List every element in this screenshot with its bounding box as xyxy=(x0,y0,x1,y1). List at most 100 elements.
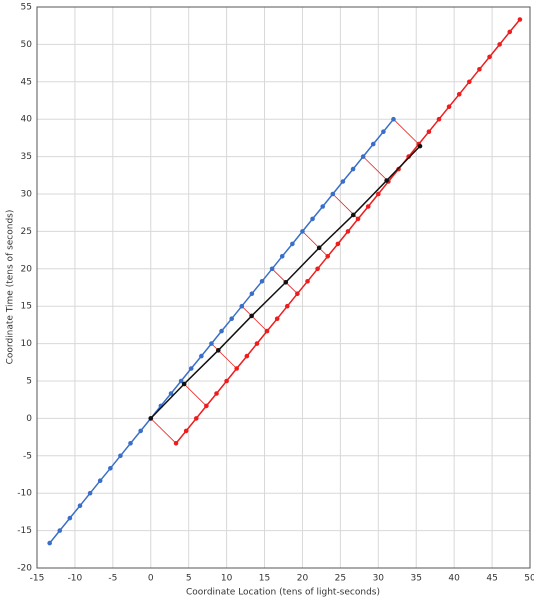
point xyxy=(365,204,371,209)
point xyxy=(467,79,472,85)
y-tick-label: -10 xyxy=(17,489,32,499)
point xyxy=(214,391,219,396)
point xyxy=(239,303,245,309)
x-tick-label: 30 xyxy=(373,574,385,584)
point xyxy=(199,353,204,359)
point xyxy=(406,154,411,159)
point xyxy=(57,528,63,533)
point xyxy=(310,216,315,222)
y-tick-label: 15 xyxy=(21,302,32,312)
point xyxy=(224,378,229,384)
point xyxy=(295,291,300,297)
plot-frame xyxy=(36,6,531,569)
point xyxy=(77,503,83,508)
y-tick-label: -15 xyxy=(17,526,32,536)
y-axis-label: Coordinate Time (tens of seconds) xyxy=(6,210,16,365)
x-tick-label: 5 xyxy=(186,574,192,584)
point xyxy=(446,104,452,110)
point xyxy=(381,129,386,134)
point xyxy=(118,453,123,459)
y-tick-label: 30 xyxy=(21,190,33,200)
point xyxy=(350,166,356,172)
y-tick-label: 50 xyxy=(21,40,33,50)
x-tick-label: -10 xyxy=(68,574,83,584)
point xyxy=(316,245,322,251)
y-tick-label: 40 xyxy=(21,115,33,125)
point xyxy=(97,478,103,484)
point xyxy=(209,341,214,346)
x-tick-label: 50 xyxy=(524,574,534,584)
point xyxy=(477,67,482,72)
point xyxy=(426,129,432,134)
point xyxy=(360,154,366,159)
y-tick-label: -5 xyxy=(23,451,32,461)
point xyxy=(315,266,320,272)
point xyxy=(168,391,174,396)
x-tick-label: 10 xyxy=(221,574,233,584)
connector xyxy=(393,118,420,145)
point xyxy=(108,465,113,471)
point xyxy=(181,381,187,387)
x-tick-label: 15 xyxy=(259,574,270,584)
y-tick-label: 20 xyxy=(21,264,33,274)
y-tick-label: 5 xyxy=(26,377,32,387)
connector xyxy=(302,231,328,257)
point xyxy=(320,204,326,209)
y-tick-label: 10 xyxy=(21,339,33,349)
y-tick-label: 25 xyxy=(21,227,32,237)
point xyxy=(148,416,154,421)
point xyxy=(370,141,376,147)
y-tick-label: 0 xyxy=(26,414,32,424)
point xyxy=(183,428,189,434)
point xyxy=(391,116,396,122)
point xyxy=(229,316,234,321)
point xyxy=(259,278,265,284)
point xyxy=(350,212,356,218)
point xyxy=(67,515,73,521)
point xyxy=(173,441,179,446)
point xyxy=(138,428,143,434)
y-tick-label: 35 xyxy=(21,152,32,162)
point xyxy=(345,229,351,234)
point xyxy=(274,316,280,321)
point xyxy=(254,341,260,346)
point xyxy=(178,378,184,384)
point xyxy=(507,29,513,35)
point xyxy=(497,42,502,47)
point xyxy=(376,191,381,197)
point xyxy=(47,540,52,546)
x-tick-label: 35 xyxy=(411,574,422,584)
x-tick-label: 45 xyxy=(486,574,497,584)
point xyxy=(340,179,346,184)
point xyxy=(330,191,336,197)
point xyxy=(436,116,442,122)
point xyxy=(487,54,492,60)
point xyxy=(300,229,305,234)
point xyxy=(249,291,255,297)
connector xyxy=(211,343,237,369)
point xyxy=(517,17,523,22)
point xyxy=(417,143,423,149)
point xyxy=(128,441,133,446)
connector xyxy=(362,156,389,182)
point xyxy=(244,353,250,359)
point xyxy=(284,303,290,309)
point xyxy=(279,254,285,259)
x-tick-label: 25 xyxy=(335,574,346,584)
y-tick-label: 45 xyxy=(21,77,32,87)
connector xyxy=(241,305,268,332)
x-tick-label: 40 xyxy=(448,574,460,584)
y-tick-label: -20 xyxy=(17,564,32,574)
point xyxy=(249,313,254,319)
point xyxy=(87,490,93,496)
point xyxy=(355,216,361,222)
point xyxy=(325,254,331,259)
point xyxy=(290,241,295,247)
point xyxy=(204,403,209,409)
point xyxy=(335,241,341,247)
point xyxy=(384,178,389,183)
x-axis-label: Coordinate Location (tens of light-secon… xyxy=(186,588,380,598)
y-tick-label: 55 xyxy=(21,3,32,13)
point xyxy=(264,328,270,334)
